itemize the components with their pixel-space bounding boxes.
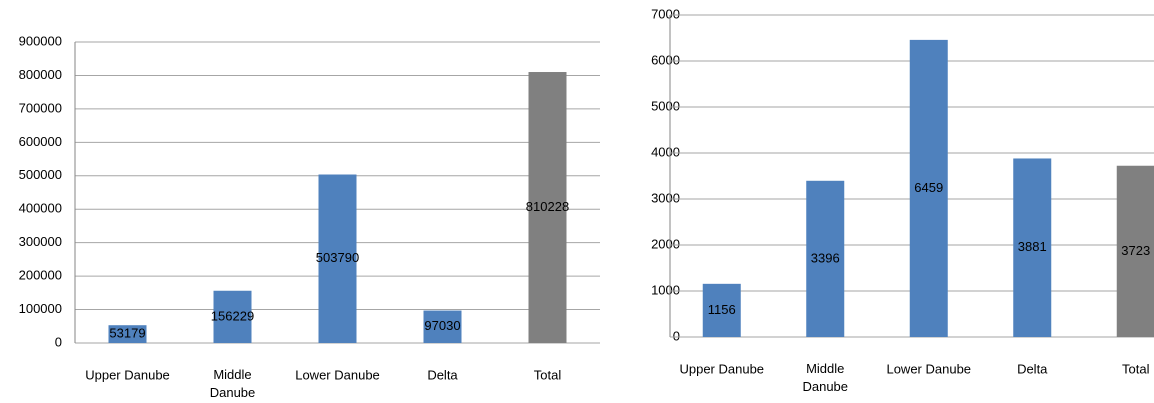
x-tick-label: Delta bbox=[1017, 361, 1048, 376]
x-tick-label: Lower Danube bbox=[295, 367, 380, 382]
y-tick-label: 4000 bbox=[651, 144, 680, 159]
x-tick-label: Upper Danube bbox=[85, 367, 170, 382]
chart: 0 1000 2000 3000 4000 5000 6000 7000 1156 Upper D… bbox=[651, 6, 1154, 394]
x-tick-label: Upper Danube bbox=[679, 361, 764, 376]
y-tick-label: 800000 bbox=[19, 67, 62, 82]
y-tick-label: 7000 bbox=[651, 6, 680, 21]
bar bbox=[318, 174, 357, 343]
x-tick-label: Middle Danube bbox=[802, 361, 848, 394]
data-label: 3723 bbox=[1121, 243, 1150, 258]
x-tick-label: Total bbox=[1122, 361, 1150, 376]
y-tick-label: 0 bbox=[55, 334, 62, 349]
bar bbox=[213, 290, 252, 343]
chart: 0 100000 200000 300000 400000 500000 600000 700… bbox=[19, 33, 600, 400]
data-label: 503790 bbox=[316, 250, 359, 265]
y-tick-label: 700000 bbox=[19, 100, 62, 115]
bar bbox=[528, 72, 567, 344]
bar bbox=[1116, 165, 1154, 337]
data-label: 3396 bbox=[811, 250, 840, 265]
y-tick-label: 100000 bbox=[19, 301, 62, 316]
x-tick-label: Delta bbox=[427, 367, 458, 382]
y-tick-label: 300000 bbox=[19, 234, 62, 249]
data-label: 6459 bbox=[914, 180, 943, 195]
y-tick-label: 600000 bbox=[19, 134, 62, 149]
bar bbox=[702, 283, 741, 337]
x-tick-label: Middle Danube bbox=[210, 367, 256, 400]
x-tick-label-line: Danube bbox=[802, 379, 848, 394]
bar bbox=[423, 310, 462, 343]
data-label: 3881 bbox=[1018, 239, 1047, 254]
x-tick-label: Total bbox=[534, 367, 562, 382]
data-label: 156229 bbox=[211, 308, 254, 323]
bar bbox=[108, 325, 147, 343]
y-tick-label: 400000 bbox=[19, 201, 62, 216]
y-tick-label: 500000 bbox=[19, 167, 62, 182]
data-label: 97030 bbox=[424, 318, 460, 333]
data-label: 1156 bbox=[708, 302, 736, 317]
y-tick-label: 1000 bbox=[651, 282, 680, 297]
x-tick-label: Lower Danube bbox=[886, 361, 971, 376]
x-tick-label-line: Middle bbox=[806, 361, 844, 376]
y-tick-label: 900000 bbox=[19, 33, 62, 48]
bar bbox=[806, 180, 845, 337]
y-tick-label: 2000 bbox=[651, 236, 680, 251]
bar bbox=[909, 39, 948, 338]
y-tick-label: 0 bbox=[673, 328, 680, 343]
x-tick-label-line: Middle bbox=[213, 367, 251, 382]
y-tick-label: 200000 bbox=[19, 268, 62, 283]
y-tick-label: 3000 bbox=[651, 190, 680, 205]
y-tick-label: 5000 bbox=[651, 98, 680, 113]
data-label: 810228 bbox=[526, 199, 569, 214]
y-tick-label: 6000 bbox=[651, 52, 680, 67]
data-label: 53179 bbox=[109, 326, 145, 341]
bar bbox=[1013, 158, 1052, 337]
x-tick-label-line: Danube bbox=[210, 385, 256, 400]
